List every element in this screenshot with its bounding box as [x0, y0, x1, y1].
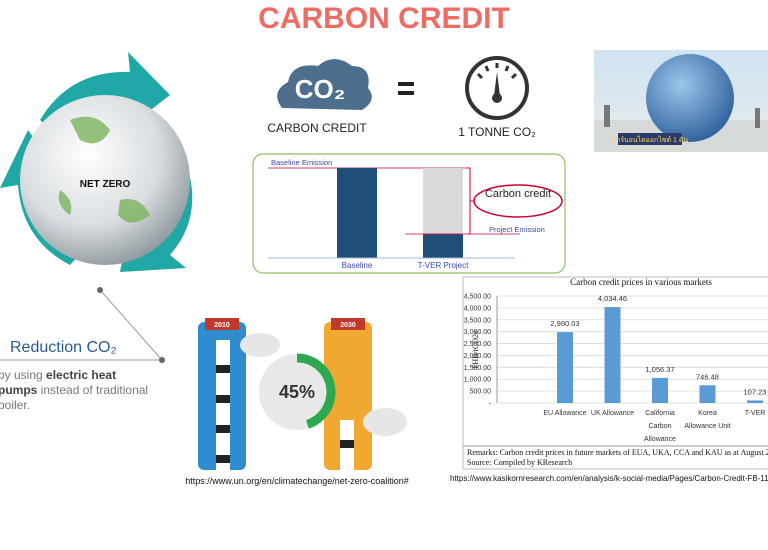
globe-label: NET ZERO [80, 179, 131, 190]
reduction-title: Reduction CO₂ [10, 339, 117, 356]
connector-dot [97, 287, 103, 293]
note-text: by using [0, 368, 46, 382]
bar [557, 332, 573, 403]
reduction-note: boiler. [0, 398, 30, 412]
y-axis-label: THB/tCO2e [471, 330, 480, 370]
bar [747, 400, 763, 403]
x-tick-label: EU Allowance [543, 410, 586, 417]
x-tick-label: California Carbon Allowance [644, 410, 676, 443]
bar [652, 377, 668, 403]
chart-title: Carbon credit prices in various markets [570, 277, 712, 287]
co2-icon: CO₂ [277, 59, 372, 110]
equals-sign [398, 82, 414, 95]
bar [699, 385, 716, 403]
net-zero-globe: NET ZERO [0, 52, 193, 272]
note-bold: electric heat [46, 368, 116, 382]
value-label: 1,056.37 [645, 365, 674, 374]
right-year: 2030 [340, 322, 356, 329]
left-year: 2010 [214, 322, 230, 329]
gauge-icon [465, 56, 529, 120]
x-tick-label: UK Allowance [591, 410, 634, 417]
photo-caption: คาร์บอนไดออกไซด์ 1 ตัน [612, 135, 689, 144]
y-tick-label: 1,000.00 [464, 377, 491, 384]
percent-label: 45% [279, 382, 315, 402]
note-bold: pumps [0, 383, 38, 397]
co2-label: CARBON CREDIT [267, 121, 367, 135]
thermometer-graphic: 2010 2030 45% [198, 318, 407, 470]
photo: คาร์บอนไดออกไซด์ 1 ตัน [594, 50, 768, 152]
chart-url: https://www.kasikornresearch.com/en/anal… [450, 474, 768, 483]
y-tick-label: 1,500.00 [464, 365, 491, 372]
project-emission-label: Project Emission [489, 225, 545, 234]
baseline-emission-label: Baseline Emission [271, 158, 332, 167]
reduction-note: by using electric heat [0, 368, 116, 382]
chart-remarks: Remarks: Carbon credit prices in future … [467, 448, 768, 457]
chart-source: Source: Compiled by KResearch [467, 458, 572, 467]
y-tick-label: 3,500.00 [464, 317, 491, 324]
source-url: https://www.un.org/en/climatechange/net-… [185, 476, 409, 486]
reduction-note: pumps instead of traditional [0, 383, 148, 397]
page-title: CARBON CREDIT [258, 2, 510, 35]
y-tick-label: 2,500.00 [464, 341, 491, 348]
y-tick-label: 4,500.00 [464, 294, 491, 301]
note-text: instead of traditional [37, 383, 148, 397]
y-tick-label: 500.00 [470, 389, 492, 396]
connector-line [99, 289, 163, 361]
value-label: 2,980.03 [550, 319, 579, 328]
price-chart: Carbon credit prices in various markets … [462, 276, 768, 470]
x-tick-label: T-VER [745, 410, 766, 417]
connector-dot [159, 357, 165, 363]
value-label: 746.48 [696, 372, 719, 381]
co2-icon-text: CO₂ [295, 74, 346, 104]
project-label: T-VER Project [418, 261, 469, 270]
emission-diagram: Baseline Emission Carbon credit Project … [252, 153, 566, 274]
y-tick-label: 3,000.00 [464, 329, 491, 336]
y-tick-label: - [489, 401, 492, 408]
bar [604, 307, 621, 403]
y-tick-label: 4,000.00 [464, 305, 491, 312]
x-tick-label: Korea Allowance Unit [684, 410, 730, 430]
baseline-label: Baseline [342, 261, 373, 270]
carbon-credit-label: Carbon credit [485, 188, 551, 200]
gauge-label: 1 TONNE CO₂ [458, 125, 536, 139]
value-label: 107.23 [744, 387, 767, 396]
value-label: 4,034.46 [598, 294, 627, 303]
y-tick-label: 2,000.00 [464, 353, 491, 360]
